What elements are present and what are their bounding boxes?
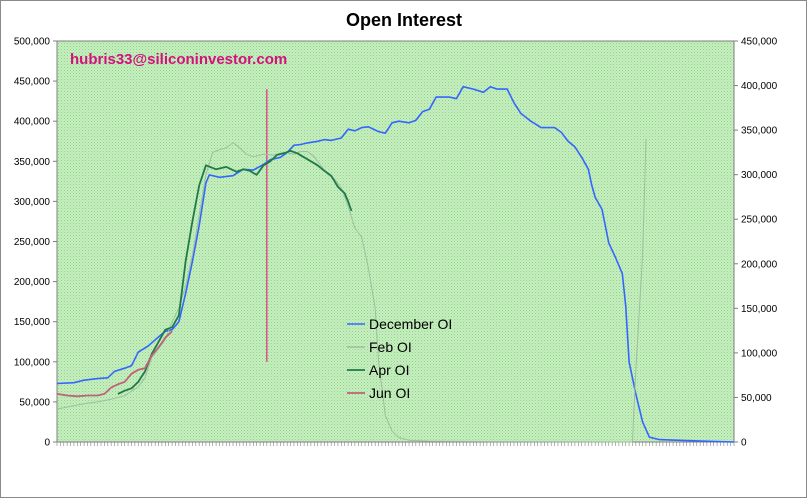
legend: December OI Feb OI Apr OI Jun OI [347, 316, 452, 401]
right-axis-tick-label: 350,000 [741, 126, 778, 137]
legend-label: Apr OI [369, 362, 409, 378]
left-axis-tick-label: 250,000 [14, 237, 51, 248]
right-axis-tick-label: 400,000 [741, 81, 778, 92]
left-axis-tick-label: 0 [44, 438, 50, 449]
legend-label: December OI [369, 316, 452, 332]
left-axis-tick-label: 100,000 [14, 357, 51, 368]
series-line-december-oi [56, 85, 735, 443]
series-layer [56, 85, 735, 443]
right-axis-tick-label: 100,000 [741, 348, 778, 359]
left-y-axis: 0 50,000 100,000 150,000 200,000 250,000 300,0… [14, 37, 58, 449]
x-axis [56, 442, 735, 446]
left-axis-tick-label: 150,000 [14, 317, 51, 328]
series-line-apr-oi [117, 150, 353, 395]
right-y-axis: 0 50,000 100,000 150,000 200,000 250,000 300,0… [733, 37, 778, 449]
watermark-annotation: hubris33@siliconinvestor.com [70, 51, 287, 68]
left-axis-tick-label: 350,000 [14, 157, 51, 168]
left-axis-tick-label: 400,000 [14, 117, 51, 128]
right-axis-tick-label: 150,000 [741, 304, 778, 315]
left-axis-tick-label: 300,000 [14, 197, 51, 208]
left-axis-tick-label: 200,000 [14, 277, 51, 288]
legend-label: Feb OI [369, 339, 412, 355]
legend-label: Jun OI [369, 385, 410, 401]
right-axis-tick-label: 300,000 [741, 170, 778, 181]
right-axis-tick-label: 250,000 [741, 215, 778, 226]
series-line-jun-oi [56, 330, 173, 398]
right-axis-tick-label: 0 [741, 438, 747, 449]
left-axis-tick-label: 450,000 [14, 77, 51, 88]
left-axis-tick-label: 500,000 [14, 37, 51, 48]
right-axis-tick-label: 200,000 [741, 259, 778, 270]
right-axis-tick-label: 50,000 [741, 393, 772, 404]
chart-title: Open Interest [346, 10, 462, 30]
left-axis-tick-label: 50,000 [19, 397, 50, 408]
right-axis-tick-label: 450,000 [741, 37, 778, 48]
plot-area [56, 40, 735, 443]
